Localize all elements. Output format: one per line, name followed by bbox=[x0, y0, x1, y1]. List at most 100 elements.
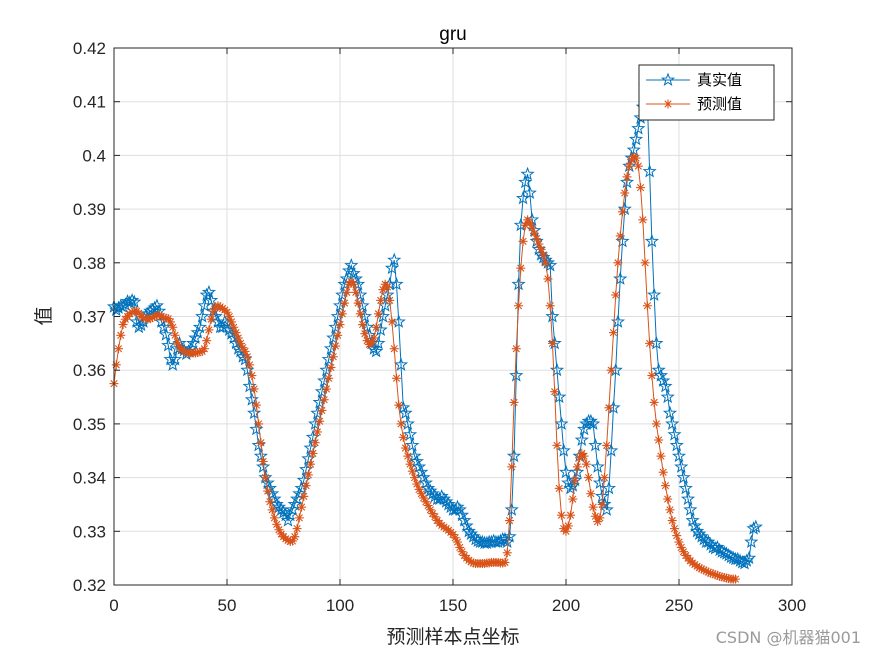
data-point bbox=[638, 215, 648, 225]
data-point bbox=[418, 475, 433, 489]
legend-item: 真实值 bbox=[646, 71, 742, 89]
data-point bbox=[669, 437, 684, 452]
data-point bbox=[251, 400, 261, 410]
data-point bbox=[658, 378, 673, 393]
data-point bbox=[608, 328, 618, 338]
data-point bbox=[500, 557, 510, 567]
data-point bbox=[195, 309, 210, 323]
data-point bbox=[570, 475, 580, 485]
data-point bbox=[538, 250, 548, 260]
data-point bbox=[654, 435, 664, 445]
data-point bbox=[378, 285, 388, 295]
data-point bbox=[344, 258, 359, 272]
data-point bbox=[651, 362, 666, 377]
y-axis-title: 值 bbox=[33, 306, 55, 325]
data-point bbox=[554, 483, 564, 493]
data-point bbox=[667, 427, 682, 441]
data-point bbox=[346, 266, 361, 280]
data-point bbox=[692, 526, 707, 541]
data-point bbox=[552, 440, 562, 450]
data-point bbox=[547, 338, 557, 348]
data-point bbox=[541, 258, 551, 268]
data-point bbox=[741, 550, 757, 565]
data-point bbox=[628, 131, 644, 146]
data-point bbox=[358, 320, 368, 330]
watermark: CSDN @机器猫001 bbox=[715, 628, 861, 647]
y-tick-label: 0.42 bbox=[73, 39, 106, 58]
data-point bbox=[249, 384, 259, 394]
data-point bbox=[522, 185, 537, 200]
data-point bbox=[685, 513, 700, 527]
data-point bbox=[645, 338, 655, 348]
data-point bbox=[349, 279, 359, 289]
data-point bbox=[197, 298, 212, 312]
data-point bbox=[572, 462, 582, 472]
data-point bbox=[201, 284, 217, 299]
data-point bbox=[249, 421, 264, 436]
data-point bbox=[192, 319, 207, 334]
data-point bbox=[351, 287, 361, 297]
data-point bbox=[678, 480, 693, 495]
data-point bbox=[244, 392, 259, 406]
data-point bbox=[615, 231, 625, 241]
data-point bbox=[613, 271, 628, 285]
data-point bbox=[317, 405, 327, 415]
data-point bbox=[163, 352, 178, 366]
data-point bbox=[586, 489, 596, 499]
data-point bbox=[676, 542, 686, 552]
data-point bbox=[631, 153, 641, 163]
data-point bbox=[267, 505, 277, 515]
data-point bbox=[543, 274, 553, 284]
grid bbox=[114, 48, 792, 585]
data-point bbox=[265, 497, 275, 507]
data-point bbox=[694, 529, 709, 543]
data-point bbox=[674, 459, 689, 473]
data-point bbox=[606, 365, 616, 375]
data-point bbox=[586, 416, 601, 430]
data-point bbox=[640, 258, 650, 268]
data-point bbox=[461, 523, 476, 538]
data-point bbox=[595, 513, 605, 523]
data-point bbox=[622, 172, 632, 182]
x-tick-label: 100 bbox=[326, 596, 354, 615]
y-tick-label: 0.32 bbox=[73, 576, 106, 595]
data-point bbox=[254, 419, 264, 429]
data-point bbox=[271, 499, 287, 514]
data-point bbox=[505, 516, 514, 526]
data-point bbox=[676, 470, 691, 484]
data-point bbox=[515, 190, 531, 205]
data-point bbox=[642, 164, 657, 178]
y-tick-labels: 0.32 0.33 0.34 0.35 0.36 0.37 0.38 0.39 0.4 0.41 0… bbox=[73, 39, 106, 595]
data-point bbox=[642, 301, 652, 311]
data-point bbox=[554, 416, 569, 430]
data-point bbox=[245, 360, 255, 370]
data-point bbox=[574, 432, 589, 447]
legend-marker bbox=[660, 72, 676, 87]
data-point bbox=[611, 290, 621, 300]
data-point bbox=[665, 416, 680, 430]
data-point bbox=[584, 473, 594, 483]
data-point bbox=[263, 486, 273, 496]
data-point bbox=[597, 499, 607, 509]
data-point bbox=[353, 298, 363, 308]
data-point bbox=[387, 317, 397, 327]
data-point bbox=[416, 470, 431, 484]
series-predicted bbox=[109, 151, 740, 584]
data-point bbox=[337, 309, 347, 319]
data-point bbox=[669, 524, 679, 534]
data-point bbox=[588, 437, 603, 452]
data-point bbox=[394, 400, 404, 410]
x-tick-label: 0 bbox=[109, 596, 118, 615]
data-point bbox=[631, 121, 646, 135]
data-point bbox=[518, 236, 528, 246]
data-point bbox=[671, 448, 687, 463]
y-tick-label: 0.36 bbox=[73, 361, 106, 380]
data-point bbox=[256, 459, 271, 473]
data-point bbox=[384, 260, 400, 275]
data-point bbox=[649, 397, 659, 407]
x-tick-label: 200 bbox=[552, 596, 580, 615]
data-point bbox=[672, 531, 682, 541]
data-point bbox=[158, 327, 174, 341]
data-point bbox=[156, 319, 171, 334]
